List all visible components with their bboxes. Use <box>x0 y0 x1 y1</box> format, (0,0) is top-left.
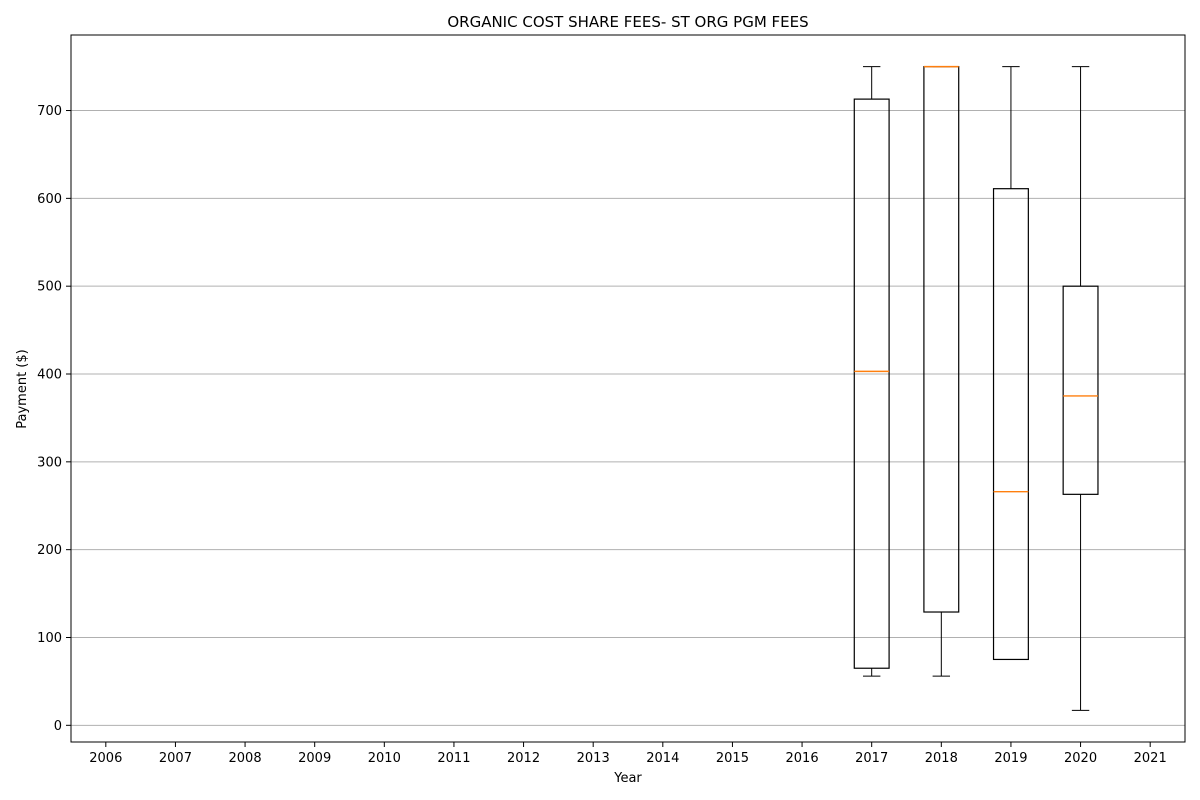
iqr-box <box>1062 285 1099 495</box>
x-tick-label: 2006 <box>89 751 122 766</box>
y-tick-label: 500 <box>37 280 62 295</box>
iqr-box <box>853 98 890 669</box>
chart-title: ORGANIC COST SHARE FEES- ST ORG PGM FEES <box>447 13 808 31</box>
y-axis-label: Payment ($) <box>15 349 30 428</box>
x-axis-ticks: 2006 2007 2008 2009 2010 2011 2012 2013 2014 2015… <box>89 742 1167 766</box>
x-axis-label: Year <box>613 771 642 786</box>
x-tick-label: 2017 <box>855 751 888 766</box>
y-tick-label: 0 <box>54 719 62 734</box>
x-tick-label: 2015 <box>716 751 749 766</box>
x-tick-label: 2020 <box>1064 751 1097 766</box>
iqr-box <box>923 66 960 613</box>
y-tick-label: 600 <box>37 192 62 207</box>
y-tick-label: 100 <box>37 631 62 646</box>
x-tick-label: 2013 <box>577 751 610 766</box>
box-2018 <box>923 65 960 677</box>
y-tick-label: 400 <box>37 368 62 383</box>
y-tick-label: 300 <box>37 455 62 470</box>
x-tick-label: 2016 <box>786 751 819 766</box>
y-tick-label: 700 <box>37 104 62 119</box>
x-tick-label: 2018 <box>925 751 958 766</box>
x-tick-label: 2011 <box>437 751 470 766</box>
box-2019 <box>992 66 1029 661</box>
grid-lines <box>71 110 1185 726</box>
x-tick-label: 2012 <box>507 751 540 766</box>
x-tick-label: 2021 <box>1134 751 1167 766</box>
boxes <box>853 65 1099 711</box>
x-tick-label: 2009 <box>298 751 331 766</box>
plot-area-frame <box>70 34 1186 743</box>
x-tick-label: 2014 <box>646 751 679 766</box>
box-2017 <box>853 66 890 677</box>
y-tick-label: 200 <box>37 543 62 558</box>
iqr-box <box>992 188 1029 661</box>
x-tick-label: 2010 <box>368 751 401 766</box>
box-2020 <box>1062 66 1099 711</box>
x-tick-label: 2019 <box>994 751 1027 766</box>
y-axis-ticks: 0 100 200 300 400 500 600 700 <box>37 104 71 734</box>
x-tick-label: 2007 <box>159 751 192 766</box>
x-tick-label: 2008 <box>229 751 262 766</box>
